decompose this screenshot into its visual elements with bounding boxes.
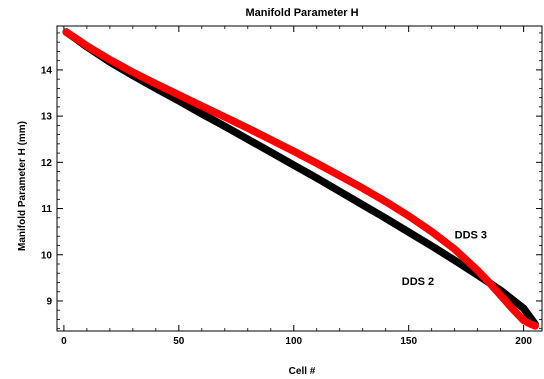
y-tick-label: 11 xyxy=(41,204,52,215)
y-tick-label: 12 xyxy=(41,158,53,169)
annotations: DDS 3 DDS 2 xyxy=(402,230,487,288)
x-tick-label: 50 xyxy=(173,336,185,347)
x-tick-label: 200 xyxy=(515,336,532,347)
x-tick-label: 0 xyxy=(61,336,67,347)
series-layer xyxy=(62,28,539,330)
x-tick-label: 150 xyxy=(400,336,417,347)
y-axis-label: Manifold Parameter H (mm) xyxy=(17,121,28,251)
series-line-dds-3 xyxy=(62,28,539,330)
axis-ticks xyxy=(57,26,542,331)
annotation-dds-3: DDS 3 xyxy=(455,230,487,242)
plot-area-border xyxy=(56,25,543,332)
axis-tick-labels: 0 50 100 150 200 9 10 11 12 13 14 xyxy=(41,65,533,347)
chart-title: Manifold Parameter H xyxy=(245,7,358,19)
y-tick-label: 10 xyxy=(41,250,53,261)
plot-frame xyxy=(56,25,543,332)
y-tick-label: 9 xyxy=(46,296,52,307)
x-axis-label: Cell # xyxy=(289,366,316,377)
y-tick-label: 14 xyxy=(41,65,53,76)
x-tick-label: 100 xyxy=(285,336,302,347)
annotation-dds-2: DDS 2 xyxy=(402,276,434,288)
y-tick-label: 13 xyxy=(41,112,53,123)
